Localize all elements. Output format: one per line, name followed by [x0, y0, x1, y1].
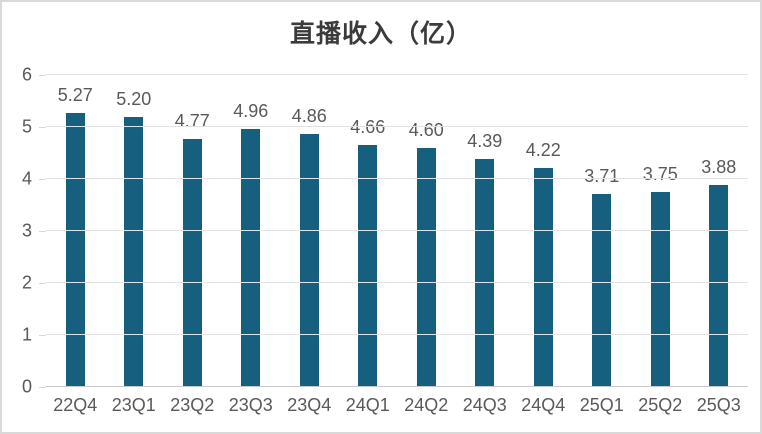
y-tick-label: 3	[21, 220, 32, 241]
gridline	[46, 230, 748, 231]
bar-24Q3[interactable]	[475, 158, 495, 387]
bar-series: 5.27 5.20 4.77 4.96 4.86 4.66 4.60 4.39 4.22 3.71…	[46, 75, 748, 387]
plot-area: 5.27 5.20 4.77 4.96 4.86 4.66 4.60 4.39 4.22 3.71…	[46, 74, 748, 387]
y-tick-mark	[39, 335, 46, 336]
bar-value-label: 3.88	[701, 157, 737, 178]
y-tick-mark	[39, 387, 46, 388]
bar-value-label: 4.39	[467, 130, 503, 151]
bar-column: 4.22	[514, 75, 573, 387]
bar-23Q4[interactable]	[299, 134, 319, 387]
x-tick-label: 22Q4	[53, 395, 98, 415]
bar-24Q2[interactable]	[416, 147, 436, 387]
bar-column: 3.75	[631, 75, 690, 387]
x-tick-label: 25Q1	[579, 395, 624, 415]
chart-title: 直播收入（亿）	[289, 20, 472, 48]
gridline	[46, 126, 748, 127]
x-tick-label: 23Q1	[111, 395, 156, 415]
x-axis: 22Q4 23Q1 23Q2 23Q3 23Q4 24Q1 24Q2 24Q3 24Q4 25Q1…	[46, 395, 748, 416]
gridline	[46, 282, 748, 283]
y-tick-label: 2	[21, 272, 32, 293]
bar-column: 4.66	[339, 75, 398, 387]
bar-column: 4.86	[280, 75, 339, 387]
gridline	[46, 74, 748, 75]
bar-column: 4.60	[397, 75, 456, 387]
y-tick-mark	[39, 179, 46, 180]
x-tick-label: 23Q3	[228, 395, 273, 415]
gridline	[46, 334, 748, 335]
x-axis-line	[46, 386, 748, 387]
bar-value-label: 3.75	[642, 164, 678, 184]
bar-25Q2[interactable]	[650, 192, 670, 387]
bar-24Q4[interactable]	[533, 167, 553, 387]
x-tick-label: 23Q2	[170, 395, 215, 415]
y-tick-label: 1	[21, 324, 32, 345]
bar-24Q1[interactable]	[358, 144, 378, 387]
bar-column: 5.27	[46, 75, 105, 387]
x-tick-label: 24Q3	[462, 395, 507, 415]
bar-value-label: 4.60	[408, 119, 444, 140]
bar-25Q1[interactable]	[592, 194, 612, 387]
y-tick-label: 5	[21, 116, 32, 137]
bar-value-label: 4.96	[233, 101, 269, 122]
bar-column: 3.88	[690, 75, 749, 387]
bar-column: 5.20	[105, 75, 164, 387]
bar-value-label: 5.20	[116, 88, 152, 109]
y-tick-label: 6	[21, 64, 32, 85]
x-tick-label: 25Q2	[638, 395, 683, 415]
y-tick-label: 4	[21, 168, 32, 189]
bar-23Q1[interactable]	[124, 116, 144, 387]
bar-value-label: 4.66	[350, 116, 386, 137]
y-tick-mark	[39, 231, 46, 232]
bar-column: 3.71	[573, 75, 632, 387]
bar-23Q2[interactable]	[182, 138, 202, 387]
x-tick-label: 24Q4	[521, 395, 566, 415]
y-axis: 0 1 2 3 4 5 6	[2, 65, 46, 397]
y-tick-mark	[39, 283, 46, 284]
x-tick-label: 24Q2	[404, 395, 449, 415]
bar-22Q4[interactable]	[65, 112, 85, 387]
bar-column: 4.39	[456, 75, 515, 387]
x-tick-label: 23Q4	[287, 395, 332, 415]
bar-column: 4.96	[222, 75, 281, 387]
bar-value-label: 5.27	[57, 84, 93, 105]
bar-23Q3[interactable]	[241, 129, 261, 387]
x-tick-label: 25Q3	[696, 395, 741, 415]
bar-value-label: 3.71	[584, 166, 620, 187]
y-tick-mark	[39, 75, 46, 76]
bar-value-label: 4.86	[291, 106, 327, 127]
bar-25Q3[interactable]	[709, 185, 729, 387]
gridline	[46, 178, 748, 179]
bar-value-label: 4.22	[525, 139, 561, 160]
bar-column: 4.77	[163, 75, 222, 387]
y-tick-label: 0	[21, 376, 32, 397]
x-tick-label: 24Q1	[345, 395, 390, 415]
y-tick-mark	[39, 127, 46, 128]
bar-value-label: 4.77	[174, 110, 210, 131]
